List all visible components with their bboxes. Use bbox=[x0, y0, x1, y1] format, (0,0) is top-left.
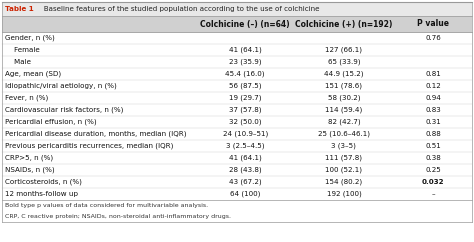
Text: 43 (67.2): 43 (67.2) bbox=[229, 179, 262, 185]
Text: Table 1: Table 1 bbox=[5, 6, 34, 12]
Text: 127 (66.1): 127 (66.1) bbox=[326, 47, 363, 53]
Text: 114 (59.4): 114 (59.4) bbox=[325, 107, 363, 113]
Bar bbox=[2, 44, 472, 56]
Text: 0.81: 0.81 bbox=[425, 71, 441, 77]
Text: Gender, n (%): Gender, n (%) bbox=[5, 35, 55, 41]
Text: 3 (3–5): 3 (3–5) bbox=[331, 143, 356, 149]
Text: 0.88: 0.88 bbox=[425, 131, 441, 137]
Text: 23 (35.9): 23 (35.9) bbox=[229, 59, 262, 65]
Text: 28 (43.8): 28 (43.8) bbox=[229, 167, 262, 173]
Text: 45.4 (16.0): 45.4 (16.0) bbox=[226, 71, 265, 77]
Text: 12 months-follow up: 12 months-follow up bbox=[5, 191, 78, 197]
Text: 0.25: 0.25 bbox=[425, 167, 441, 173]
Bar bbox=[2, 176, 472, 188]
Bar bbox=[2, 56, 472, 68]
Text: Cardiovascular risk factors, n (%): Cardiovascular risk factors, n (%) bbox=[5, 107, 123, 113]
Text: Idiopathic/viral aetiology, n (%): Idiopathic/viral aetiology, n (%) bbox=[5, 83, 117, 89]
Text: 32 (50.0): 32 (50.0) bbox=[229, 119, 262, 125]
Text: 151 (78.6): 151 (78.6) bbox=[326, 83, 363, 89]
Text: 44.9 (15.2): 44.9 (15.2) bbox=[324, 71, 364, 77]
Bar bbox=[2, 32, 472, 44]
Text: Corticosteroids, n (%): Corticosteroids, n (%) bbox=[5, 179, 82, 185]
Text: Colchicine (+) (n=192): Colchicine (+) (n=192) bbox=[295, 20, 392, 29]
Text: 82 (42.7): 82 (42.7) bbox=[328, 119, 360, 125]
Text: Male: Male bbox=[5, 59, 31, 65]
Text: Previous pericarditis recurrences, median (IQR): Previous pericarditis recurrences, media… bbox=[5, 143, 173, 149]
Text: 24 (10.9–51): 24 (10.9–51) bbox=[223, 131, 268, 137]
Text: Female: Female bbox=[5, 47, 40, 53]
Bar bbox=[2, 80, 472, 92]
Text: 0.38: 0.38 bbox=[425, 155, 441, 161]
Text: 192 (100): 192 (100) bbox=[327, 191, 361, 197]
Text: Pericardial disease duration, months, median (IQR): Pericardial disease duration, months, me… bbox=[5, 131, 186, 137]
Text: 0.31: 0.31 bbox=[425, 119, 441, 125]
Text: –: – bbox=[431, 191, 435, 197]
Text: 19 (29.7): 19 (29.7) bbox=[229, 95, 262, 101]
Text: 56 (87.5): 56 (87.5) bbox=[229, 83, 262, 89]
Bar bbox=[2, 188, 472, 200]
Text: 58 (30.2): 58 (30.2) bbox=[328, 95, 360, 101]
Text: NSAIDs, n (%): NSAIDs, n (%) bbox=[5, 167, 55, 173]
Bar bbox=[2, 140, 472, 152]
Text: 0.94: 0.94 bbox=[425, 95, 441, 101]
Text: 65 (33.9): 65 (33.9) bbox=[328, 59, 360, 65]
Text: Baseline features of the studied population according to the use of colchicine: Baseline features of the studied populat… bbox=[37, 6, 319, 12]
Text: 0.83: 0.83 bbox=[425, 107, 441, 113]
Bar bbox=[2, 104, 472, 116]
Text: Fever, n (%): Fever, n (%) bbox=[5, 95, 48, 101]
Text: 41 (64.1): 41 (64.1) bbox=[229, 155, 262, 161]
Bar bbox=[2, 152, 472, 164]
Text: 100 (52.1): 100 (52.1) bbox=[326, 167, 363, 173]
Text: 41 (64.1): 41 (64.1) bbox=[229, 47, 262, 53]
Bar bbox=[2, 2, 472, 16]
Text: 25 (10.6–46.1): 25 (10.6–46.1) bbox=[318, 131, 370, 137]
Text: Pericardial effusion, n (%): Pericardial effusion, n (%) bbox=[5, 119, 97, 125]
Text: 0.032: 0.032 bbox=[422, 179, 445, 185]
Bar bbox=[2, 128, 472, 140]
Bar bbox=[2, 92, 472, 104]
Text: CRP, C reactive protein; NSAIDs, non-steroidal anti-inflammatory drugs.: CRP, C reactive protein; NSAIDs, non-ste… bbox=[5, 214, 231, 219]
Text: 3 (2.5–4.5): 3 (2.5–4.5) bbox=[226, 143, 264, 149]
Bar bbox=[2, 116, 472, 128]
Text: Bold type p values of data considered for multivariable analysis.: Bold type p values of data considered fo… bbox=[5, 203, 208, 208]
Text: Age, mean (SD): Age, mean (SD) bbox=[5, 71, 61, 77]
Text: Colchicine (–) (n=64): Colchicine (–) (n=64) bbox=[201, 20, 290, 29]
Text: 0.51: 0.51 bbox=[425, 143, 441, 149]
Text: 0.76: 0.76 bbox=[425, 35, 441, 41]
Text: 0.12: 0.12 bbox=[425, 83, 441, 89]
Text: P value: P value bbox=[417, 20, 449, 29]
Text: 154 (80.2): 154 (80.2) bbox=[325, 179, 363, 185]
Text: 111 (57.8): 111 (57.8) bbox=[326, 155, 363, 161]
Bar bbox=[2, 164, 472, 176]
Bar bbox=[2, 68, 472, 80]
Bar bbox=[2, 16, 472, 32]
Text: CRP>5, n (%): CRP>5, n (%) bbox=[5, 155, 53, 161]
Text: 64 (100): 64 (100) bbox=[230, 191, 260, 197]
Text: 37 (57.8): 37 (57.8) bbox=[229, 107, 262, 113]
